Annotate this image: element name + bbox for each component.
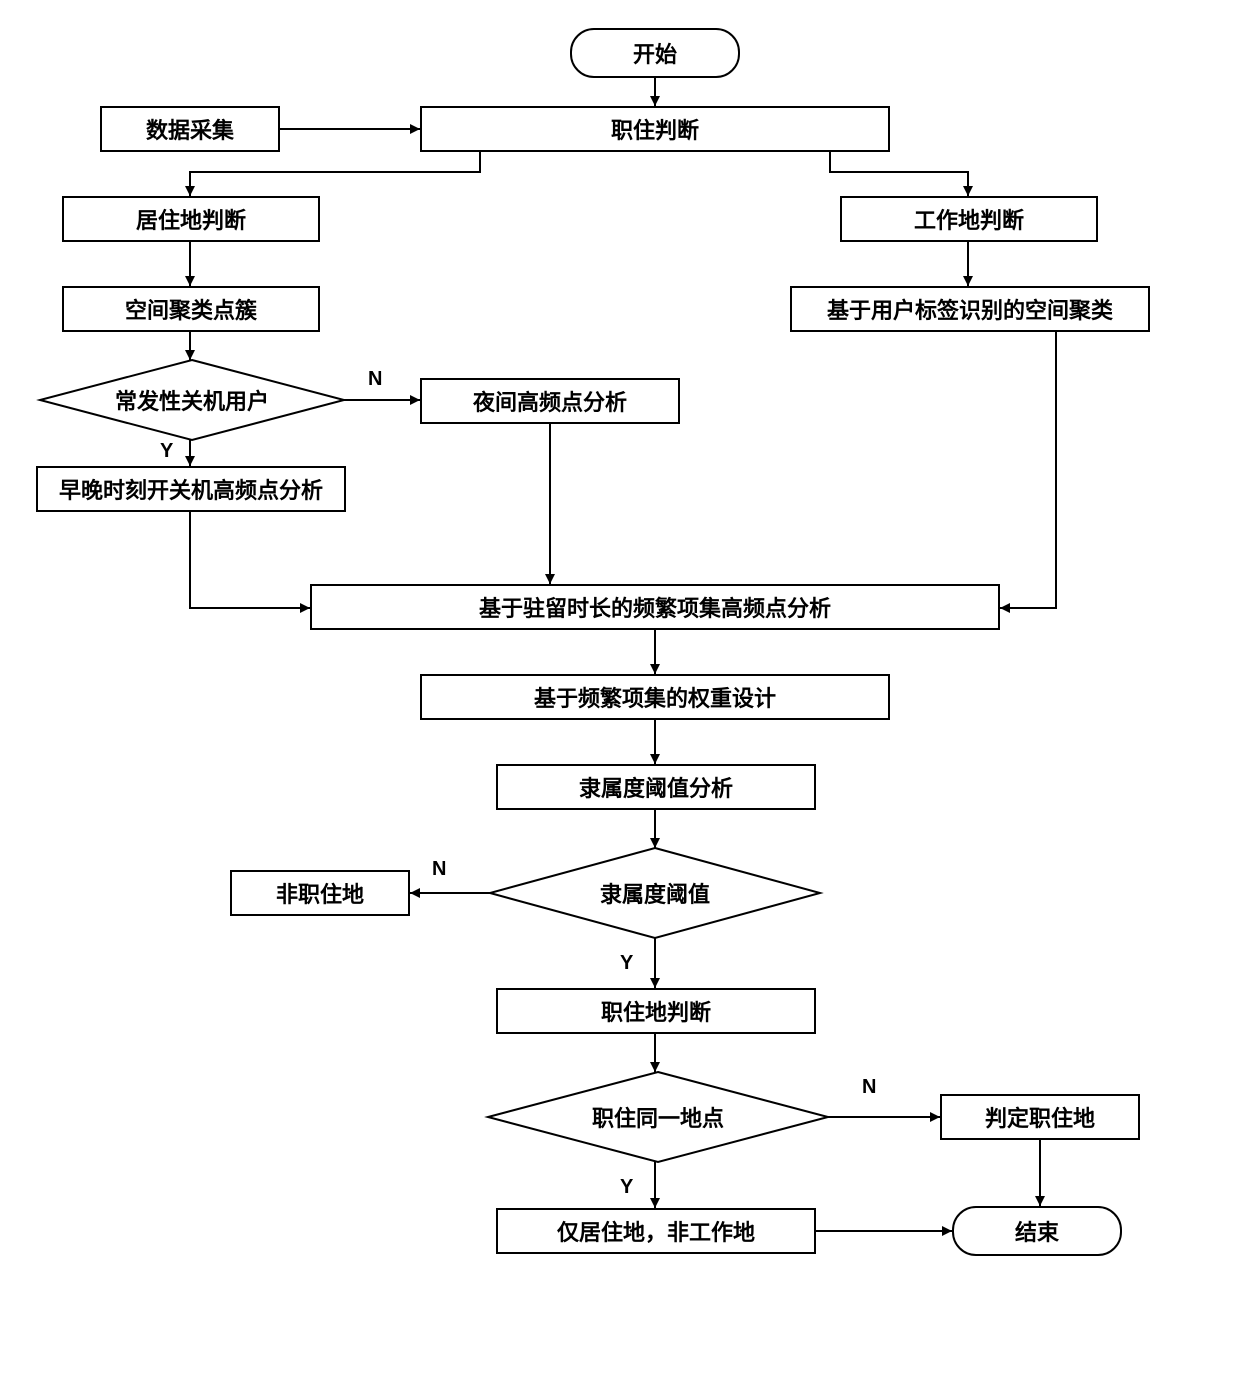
edge-label: N — [368, 368, 382, 391]
node-label: 数据采集 — [146, 113, 234, 145]
node-start: 开始 — [570, 28, 740, 78]
node-label: 隶属度阈值分析 — [579, 771, 733, 803]
node-zhizhu_judge: 职住判断 — [420, 106, 890, 152]
edge-label: Y — [620, 952, 633, 975]
node-label: 空间聚类点簇 — [125, 293, 257, 325]
node-label: 判定职住地 — [985, 1101, 1095, 1133]
node-freq_shutdown: 常发性关机用户 — [40, 360, 344, 440]
node-label: 职住地判断 — [601, 995, 711, 1027]
node-workres_judge: 职住地判断 — [496, 988, 816, 1034]
node-label: 职住判断 — [611, 113, 699, 145]
edge-label: Y — [620, 1176, 633, 1199]
node-label: 仅居住地，非工作地 — [557, 1215, 755, 1247]
node-label: 早晚时刻开关机高频点分析 — [59, 473, 323, 505]
node-label: 居住地判断 — [136, 203, 246, 235]
node-same_place: 职住同一地点 — [488, 1072, 828, 1162]
edge-label: N — [432, 858, 446, 881]
node-data_collect: 数据采集 — [100, 106, 280, 152]
node-label: 开始 — [633, 37, 677, 69]
node-stay_freq_set: 基于驻留时长的频繁项集高频点分析 — [310, 584, 1000, 630]
edge-label: N — [862, 1076, 876, 1099]
node-label: 常发性关机用户 — [115, 384, 269, 416]
node-user_tag_cluster: 基于用户标签识别的空间聚类 — [790, 286, 1150, 332]
node-label: 职住同一地点 — [592, 1101, 724, 1133]
node-threshold_dec: 隶属度阈值 — [490, 848, 820, 938]
node-work_judge: 工作地判断 — [840, 196, 1098, 242]
node-label: 夜间高频点分析 — [473, 385, 627, 417]
edge-label: Y — [160, 440, 173, 463]
node-label: 非职住地 — [276, 877, 364, 909]
node-residence_judge: 居住地判断 — [62, 196, 320, 242]
node-only_residence: 仅居住地，非工作地 — [496, 1208, 816, 1254]
node-determine_workres: 判定职住地 — [940, 1094, 1140, 1140]
node-night_freq: 夜间高频点分析 — [420, 378, 680, 424]
node-threshold_ana: 隶属度阈值分析 — [496, 764, 816, 810]
node-label: 结束 — [1015, 1215, 1059, 1247]
node-label: 基于用户标签识别的空间聚类 — [827, 293, 1113, 325]
node-label: 隶属度阈值 — [600, 877, 710, 909]
node-end: 结束 — [952, 1206, 1122, 1256]
node-non_workres: 非职住地 — [230, 870, 410, 916]
node-spatial_cluster: 空间聚类点簇 — [62, 286, 320, 332]
node-label: 基于频繁项集的权重设计 — [534, 681, 776, 713]
edge-zhizhu_judge-to-work_judge — [830, 152, 968, 196]
node-label: 基于驻留时长的频繁项集高频点分析 — [479, 591, 831, 623]
node-label: 工作地判断 — [914, 203, 1024, 235]
node-freq_weight: 基于频繁项集的权重设计 — [420, 674, 890, 720]
edge-morn_eve_freq-to-stay_freq_set — [190, 512, 310, 608]
edge-zhizhu_judge-to-residence_judge — [190, 152, 480, 196]
edge-user_tag_cluster-to-stay_freq_set — [1000, 332, 1056, 608]
node-morn_eve_freq: 早晚时刻开关机高频点分析 — [36, 466, 346, 512]
